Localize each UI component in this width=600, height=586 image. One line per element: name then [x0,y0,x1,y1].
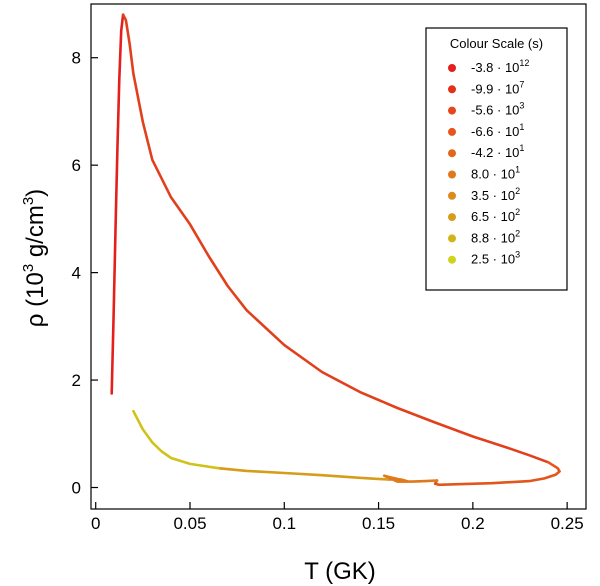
legend-marker-5 [448,170,456,179]
legend-marker-9 [448,255,456,264]
series-line-4 [217,466,390,481]
legend-marker-3 [448,127,456,136]
x-tick-label-4: 0.2 [461,514,485,533]
series-line-5 [132,409,220,470]
axis-ticks: 0 0.05 0.1 0.15 0.2 0.25 0 2 4 6 8 [72,49,584,533]
legend-entries: -3.8 · 1012 -9.9 · 107 -5.6 · 103 -6.6 · 10… [448,58,529,267]
x-tick-label-1: 0.05 [173,514,206,533]
legend-marker-7 [448,213,456,222]
legend-label-9: 2.5 · 103 [471,250,520,267]
legend-box [425,27,568,291]
legend: Colour Scale (s) -3.8 · 1012 -9.9 · 107 -5… [425,27,568,291]
y-tick-label-2: 4 [72,264,81,283]
y-tick-label-4: 8 [72,49,81,68]
legend-label-4: -4.2 · 101 [471,143,524,160]
y-axis-label-unit: g/cm [22,205,49,264]
legend-marker-2 [448,106,456,115]
series-line-3 [382,474,439,483]
y-axis-label-unit-exp: 3 [20,197,37,205]
legend-title: Colour Scale (s) [450,36,543,51]
legend-marker-8 [448,234,456,243]
x-axis-label: T (GK) [304,558,376,585]
y-axis-label-rho: ρ [22,314,49,328]
x-tick-label-0: 0 [91,514,100,533]
legend-label-3: -6.6 · 101 [471,122,524,139]
x-tick-label-5: 0.25 [551,514,584,533]
y-tick-label-3: 6 [72,156,81,175]
legend-label-6: 3.5 · 102 [471,186,520,203]
y-axis-label-close: ) [22,189,49,197]
legend-label-5: 8.0 · 101 [471,165,520,182]
legend-marker-1 [448,85,456,94]
legend-label-7: 6.5 · 102 [471,207,520,224]
legend-label-8: 8.8 · 102 [471,228,520,245]
legend-label-0: -3.8 · 1012 [471,58,529,75]
y-axis-label-open: (10 [22,272,49,313]
x-tick-label-3: 0.15 [362,514,395,533]
y-axis-label-exp: 3 [20,264,37,272]
y-axis-label: ρ (103 g/cm3) [20,189,49,327]
plot-frame [90,3,587,510]
legend-marker-0 [448,64,456,72]
y-tick-label-1: 2 [72,371,81,390]
legend-label-2: -5.6 · 103 [471,101,524,118]
series-layer [110,13,561,487]
y-tick-label-0: 0 [72,479,81,498]
series-line-1 [121,13,550,464]
legend-marker-4 [448,149,456,158]
x-tick-label-2: 0.1 [272,514,296,533]
legend-marker-6 [448,191,456,200]
legend-label-1: -9.9 · 107 [471,79,524,96]
series-line-2 [433,461,561,487]
series-line-0 [110,13,125,395]
